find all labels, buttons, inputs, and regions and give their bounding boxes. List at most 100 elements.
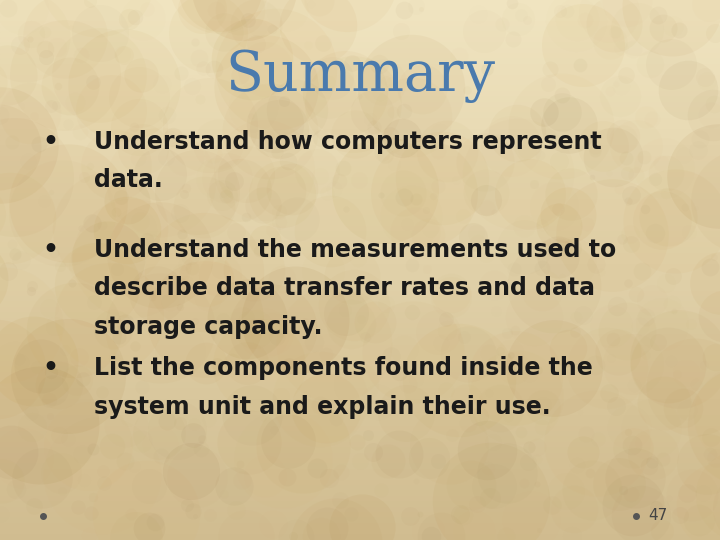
Point	[701, 460, 713, 469]
Point	[657, 24, 668, 32]
Point	[56, 208, 68, 217]
Point	[627, 360, 639, 369]
Point	[96, 388, 107, 396]
Point	[323, 474, 334, 482]
Point	[268, 520, 279, 529]
Point	[181, 279, 192, 288]
Point	[65, 23, 76, 31]
Bar	[0, 513, 720, 518]
Point	[685, 320, 696, 328]
Point	[548, 201, 559, 210]
Bar	[0, 437, 720, 443]
Point	[354, 91, 365, 100]
Bar	[0, 400, 720, 405]
Point	[518, 222, 529, 231]
Point	[678, 151, 690, 160]
Point	[186, 264, 198, 272]
Point	[631, 171, 642, 179]
Point	[526, 516, 537, 524]
Point	[236, 475, 248, 484]
Point	[50, 100, 62, 109]
Point	[466, 481, 477, 489]
Text: system unit and explain their use.: system unit and explain their use.	[94, 395, 550, 419]
Point	[402, 380, 414, 388]
Point	[242, 16, 253, 24]
Bar	[0, 232, 720, 238]
Point	[450, 176, 462, 184]
Point	[626, 441, 638, 449]
Point	[321, 79, 333, 88]
Point	[359, 333, 371, 342]
Point	[113, 333, 125, 341]
Point	[533, 366, 544, 374]
Point	[2, 266, 14, 275]
Point	[479, 27, 490, 36]
Bar	[0, 421, 720, 427]
Bar	[0, 238, 720, 243]
Point	[621, 168, 632, 177]
Point	[601, 363, 613, 372]
Text: 47: 47	[649, 508, 668, 523]
Point	[454, 51, 465, 60]
Point	[552, 252, 564, 261]
Point	[82, 441, 94, 450]
Point	[71, 375, 83, 384]
Point	[13, 354, 24, 363]
Point	[481, 204, 492, 212]
Point	[291, 532, 302, 540]
Point	[467, 232, 478, 241]
Point	[649, 228, 660, 237]
Bar	[0, 167, 720, 173]
Point	[518, 242, 530, 251]
Point	[579, 15, 590, 24]
Bar	[0, 292, 720, 297]
Point	[506, 0, 518, 8]
Bar	[0, 297, 720, 302]
Point	[135, 436, 146, 445]
Point	[714, 172, 720, 180]
Point	[53, 430, 65, 439]
Point	[154, 169, 166, 178]
Point	[312, 166, 323, 175]
Point	[681, 489, 693, 497]
Point	[650, 503, 662, 511]
Point	[561, 6, 572, 15]
Point	[268, 134, 279, 143]
Point	[635, 511, 647, 519]
Point	[707, 111, 719, 119]
Point	[276, 274, 288, 283]
Bar	[0, 124, 720, 130]
Bar	[0, 259, 720, 265]
Text: •: •	[42, 356, 58, 380]
Bar	[0, 119, 720, 124]
Point	[572, 15, 583, 24]
Point	[641, 112, 652, 121]
Point	[546, 501, 558, 509]
Point	[189, 420, 200, 428]
Point	[48, 249, 60, 258]
Point	[53, 381, 65, 389]
Point	[616, 82, 627, 91]
Point	[416, 85, 428, 93]
Point	[477, 239, 488, 248]
Point	[652, 11, 664, 19]
Point	[566, 190, 577, 198]
Point	[0, 510, 6, 519]
Point	[673, 354, 685, 363]
Point	[623, 279, 634, 288]
Point	[55, 469, 67, 477]
Point	[211, 359, 222, 368]
Point	[495, 347, 506, 355]
Point	[410, 476, 422, 485]
Point	[611, 302, 623, 310]
Point	[26, 281, 37, 290]
Point	[512, 15, 523, 24]
Point	[379, 186, 391, 194]
Point	[134, 217, 145, 226]
Point	[240, 213, 252, 221]
Text: storage capacity.: storage capacity.	[94, 315, 322, 339]
Point	[566, 244, 577, 252]
Point	[329, 185, 341, 194]
Bar	[0, 286, 720, 292]
Point	[215, 271, 226, 280]
